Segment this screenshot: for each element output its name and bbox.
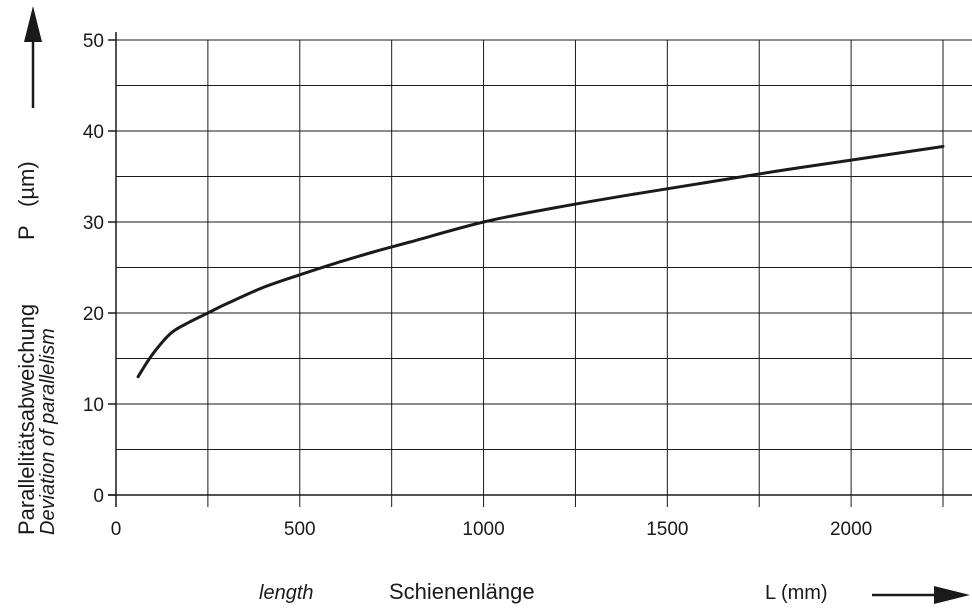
x-tick-label: 1500 — [646, 519, 688, 540]
x-tick-label: 500 — [284, 519, 316, 540]
y-tick-label: 0 — [93, 486, 104, 507]
x-tick-label: 1000 — [462, 519, 504, 540]
series-layer — [136, 145, 945, 379]
y-tick-label: 40 — [83, 122, 104, 143]
y-axis-label-de: Parallelitätsabweichung — [14, 304, 39, 535]
y-axis-arrow — [24, 6, 42, 108]
y-axis-symbol: P — [14, 225, 39, 240]
x-tick-label: 2000 — [830, 519, 872, 540]
x-tick-labels: 0 500 1000 1500 2000 — [111, 519, 873, 540]
x-axis-label-de: Schienenlänge — [389, 579, 535, 604]
axes — [108, 32, 972, 507]
y-axis-title-group: Parallelitätsabweichung Deviation of par… — [14, 161, 59, 535]
y-axis-label-en: Deviation of parallelism — [37, 328, 59, 535]
x-axis-arrow — [872, 586, 970, 604]
y-axis-unit: (µm) — [14, 161, 39, 207]
x-axis-label-en: length — [259, 582, 314, 604]
series-line — [136, 145, 945, 379]
x-axis-symbol-unit: L (mm) — [765, 582, 828, 604]
y-tick-labels: 0 10 20 30 40 50 — [83, 31, 104, 507]
y-tick-label: 10 — [83, 395, 104, 416]
grid-lines — [116, 39, 972, 507]
y-tick-label: 50 — [83, 31, 104, 52]
y-tick-label: 30 — [83, 213, 104, 234]
y-tick-label: 20 — [83, 304, 104, 325]
x-tick-label: 0 — [111, 519, 122, 540]
